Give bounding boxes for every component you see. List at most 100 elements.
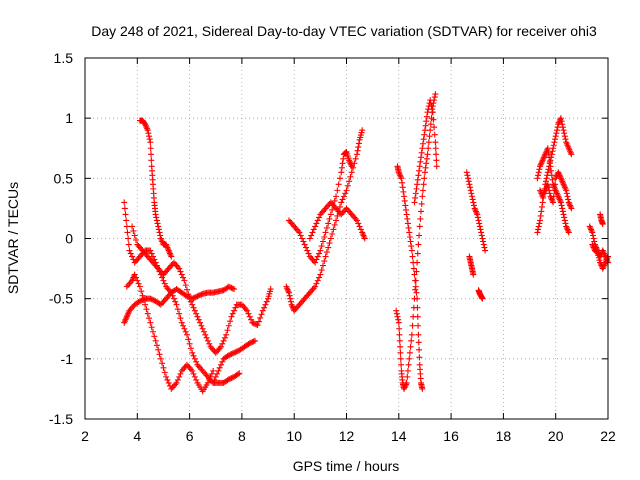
data-point-arc-4 bbox=[147, 319, 154, 326]
data-point-arc-2 bbox=[197, 292, 204, 299]
data-point-arc-16 bbox=[536, 220, 543, 227]
data-point-arc-4 bbox=[138, 288, 145, 295]
data-point-arc-11 bbox=[411, 295, 418, 302]
data-point-arc-4 bbox=[157, 355, 164, 362]
data-point-arc-16 bbox=[550, 145, 557, 152]
data-point-arc-6 bbox=[229, 350, 236, 357]
data-point-arc-3 bbox=[145, 130, 152, 137]
data-point-arc-5 bbox=[217, 343, 224, 350]
data-point-arc-11 bbox=[397, 343, 404, 350]
data-point-arc-13 bbox=[479, 235, 486, 242]
data-point-arc-19 bbox=[589, 229, 596, 236]
data-point-arc-17 bbox=[535, 169, 542, 176]
data-point-arc-4 bbox=[132, 274, 139, 281]
data-point-arc-7 bbox=[287, 298, 294, 305]
data-point-arc-20 bbox=[593, 248, 600, 255]
data-point-arc-11 bbox=[407, 343, 414, 350]
data-point-arc-13 bbox=[478, 232, 485, 239]
data-point-arc-5 bbox=[227, 318, 234, 325]
data-point-arc-2 bbox=[190, 295, 197, 302]
data-point-arc-13 bbox=[465, 178, 472, 185]
data-point-arc-5 bbox=[267, 286, 274, 293]
data-point-arc-13 bbox=[463, 169, 470, 176]
data-point-arc-18 bbox=[551, 187, 558, 194]
data-point-arc-5 bbox=[200, 328, 207, 335]
data-point-arc-4 bbox=[142, 301, 149, 308]
data-point-arc-8 bbox=[323, 224, 330, 231]
x-tick-label: 6 bbox=[186, 428, 194, 444]
data-point-arc-13 bbox=[481, 244, 488, 251]
data-point-arc-12 bbox=[419, 140, 426, 147]
data-point-arc-7 bbox=[336, 203, 343, 210]
data-point-arc-7 bbox=[316, 274, 323, 281]
data-point-arc-5 bbox=[261, 304, 268, 311]
data-point-arc-5 bbox=[223, 331, 230, 338]
data-point-arc-1 bbox=[148, 250, 155, 257]
data-point-arc-16 bbox=[557, 115, 564, 122]
data-point-arc-4 bbox=[131, 271, 138, 278]
data-point-arc-8 bbox=[319, 238, 326, 245]
data-point-arc-9 bbox=[316, 214, 323, 221]
x-tick-label: 10 bbox=[286, 428, 302, 444]
data-point-arc-1 bbox=[121, 199, 128, 206]
data-point-arc-11 bbox=[426, 133, 433, 140]
data-point-arc-1 bbox=[193, 358, 200, 365]
data-point-arc-12 bbox=[411, 199, 418, 206]
data-point-arc-7 bbox=[348, 169, 355, 176]
data-point-arc-6 bbox=[217, 361, 224, 368]
data-point-arc-5 bbox=[250, 320, 257, 327]
data-point-arc-19 bbox=[590, 235, 597, 242]
data-point-arc-8 bbox=[335, 181, 342, 188]
data-point-arc-4 bbox=[164, 376, 171, 383]
data-point-arc-16 bbox=[561, 133, 568, 140]
data-point-arc-17 bbox=[544, 145, 551, 152]
data-point-arc-1 bbox=[170, 295, 177, 302]
data-point-arc-7 bbox=[354, 147, 361, 154]
data-point-arc-12 bbox=[417, 158, 424, 165]
data-point-arc-11 bbox=[410, 304, 417, 311]
data-point-arc-3 bbox=[144, 127, 151, 134]
data-point-arc-1 bbox=[187, 345, 194, 352]
data-point-arc-16 bbox=[552, 136, 559, 143]
data-point-arc-4 bbox=[207, 373, 214, 380]
data-point-arc-3 bbox=[155, 226, 162, 233]
data-point-arc-11 bbox=[403, 379, 410, 386]
data-point-arc-3 bbox=[153, 214, 160, 221]
y-tick-label: -0.5 bbox=[49, 291, 73, 307]
data-point-arc-11 bbox=[406, 355, 413, 362]
data-point-arc-8 bbox=[338, 169, 345, 176]
data-point-arc-5 bbox=[182, 282, 189, 289]
y-tick-label: -1.5 bbox=[49, 411, 73, 427]
x-tick-label: 18 bbox=[496, 428, 512, 444]
y-tick-label: -1 bbox=[61, 351, 74, 367]
data-point-arc-9 bbox=[360, 232, 367, 239]
data-point-arc-16 bbox=[539, 199, 546, 206]
data-point-arc-4 bbox=[136, 283, 143, 290]
data-point-arc-1 bbox=[177, 315, 184, 322]
data-point-arc-2 bbox=[156, 300, 163, 307]
data-point-arc-11 bbox=[409, 322, 416, 329]
data-point-arc-11 bbox=[412, 286, 419, 293]
data-point-arc-5 bbox=[221, 334, 228, 341]
data-point-arc-10 bbox=[411, 271, 418, 278]
data-point-arc-12 bbox=[429, 106, 436, 113]
data-point-arc-11 bbox=[396, 325, 403, 332]
data-point-arc-1 bbox=[161, 280, 168, 287]
data-point-arc-4 bbox=[139, 292, 146, 299]
data-point-arc-18 bbox=[546, 187, 553, 194]
data-point-arc-12 bbox=[431, 124, 438, 131]
data-point-arc-4 bbox=[208, 370, 215, 377]
data-point-arc-10 bbox=[399, 184, 406, 191]
data-point-arc-11 bbox=[394, 313, 401, 320]
data-point-arc-5 bbox=[194, 313, 201, 320]
data-point-arc-17 bbox=[548, 167, 555, 174]
data-point-arc-5 bbox=[197, 319, 204, 326]
data-point-arc-16 bbox=[542, 178, 549, 185]
data-point-arc-13 bbox=[466, 181, 473, 188]
data-point-arc-7 bbox=[355, 140, 362, 147]
data-point-arc-8 bbox=[296, 229, 303, 236]
data-point-arc-10 bbox=[402, 206, 409, 213]
data-point-arc-1 bbox=[121, 205, 128, 212]
data-point-arc-4 bbox=[173, 379, 180, 386]
data-point-arc-10 bbox=[398, 175, 405, 182]
